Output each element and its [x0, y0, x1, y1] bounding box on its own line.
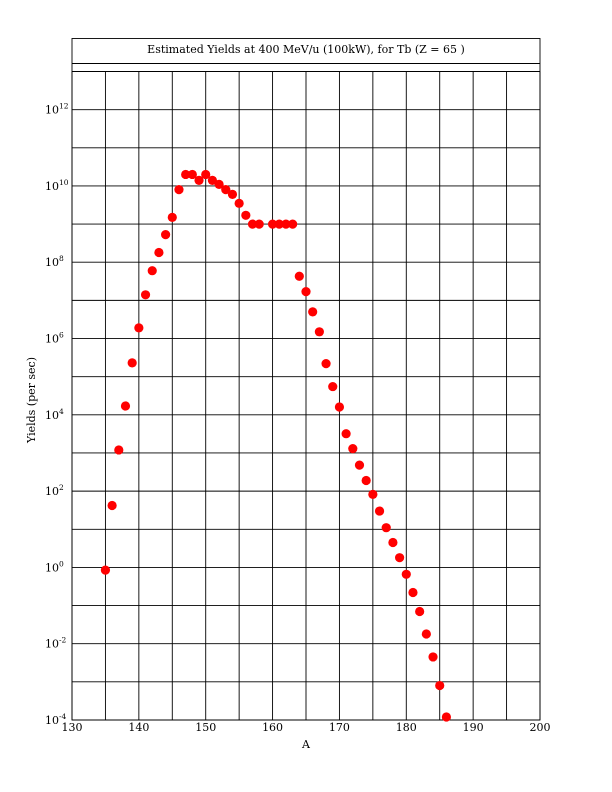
- data-point: [281, 219, 291, 229]
- data-point: [274, 219, 284, 229]
- data-point: [381, 523, 391, 533]
- x-tick-label: 150: [195, 721, 216, 734]
- data-point: [221, 185, 231, 195]
- y-tick-label: 102: [45, 483, 64, 498]
- data-point: [161, 230, 171, 240]
- data-point: [421, 629, 431, 639]
- grid-lines: [71, 71, 541, 721]
- data-point: [288, 219, 298, 229]
- data-point: [314, 327, 324, 337]
- data-point: [294, 271, 304, 281]
- data-point: [441, 712, 451, 722]
- data-point: [247, 219, 258, 229]
- y-tick-label: 104: [45, 407, 64, 422]
- y-tick-label: 1012: [45, 102, 69, 117]
- data-point: [328, 381, 338, 392]
- data-point: [234, 198, 244, 208]
- data-point: [174, 185, 184, 195]
- data-point: [267, 219, 278, 229]
- data-point: [341, 429, 351, 439]
- data-point: [181, 169, 191, 180]
- data-point: [348, 444, 358, 454]
- data-point: [388, 537, 398, 548]
- data-point: [374, 506, 385, 516]
- data-point: [401, 569, 411, 579]
- data-point: [408, 587, 418, 598]
- data-point: [301, 286, 311, 297]
- y-tick-label: 108: [45, 254, 64, 269]
- y-tick-label: 10-4: [45, 712, 67, 727]
- x-tick-label: 190: [463, 721, 484, 734]
- data-point: [107, 500, 117, 511]
- x-tick-label: 200: [530, 721, 551, 734]
- y-tick-label: 1010: [45, 178, 69, 193]
- data-point: [140, 290, 151, 300]
- x-tick-label: 170: [329, 721, 350, 734]
- y-tick-labels: 10-4 10-2 100 102 104 106 108 1010 1012: [45, 102, 69, 727]
- data-point: [207, 175, 217, 185]
- data-point: [214, 179, 224, 189]
- data-point: [308, 307, 318, 317]
- data-point: [428, 652, 438, 662]
- x-tick-label: 140: [128, 721, 149, 734]
- x-tick-label: 180: [396, 721, 417, 734]
- data-point: [361, 475, 371, 486]
- chart-title: Estimated Yields at 400 MeV/u (100kW), f…: [147, 43, 465, 56]
- data-point: [334, 402, 345, 412]
- y-tick-label: 10-2: [45, 636, 67, 651]
- data-point: [134, 323, 144, 333]
- data-point: [167, 212, 177, 222]
- data-points: [100, 169, 451, 722]
- data-point: [187, 169, 197, 180]
- data-point: [241, 210, 251, 220]
- data-point: [100, 565, 111, 575]
- data-point: [354, 460, 365, 470]
- data-point: [127, 358, 137, 368]
- data-point: [201, 169, 211, 180]
- data-point: [147, 266, 157, 276]
- y-tick-label: 100: [45, 559, 64, 574]
- y-axis-label: Yields (per sec): [25, 357, 38, 444]
- data-point: [227, 189, 238, 200]
- data-point: [368, 489, 378, 500]
- data-point: [415, 606, 425, 617]
- data-point: [435, 680, 445, 691]
- data-point: [395, 553, 405, 563]
- data-point: [114, 445, 124, 455]
- data-point: [321, 359, 331, 369]
- x-axis-label: A: [301, 738, 311, 751]
- data-point: [120, 401, 131, 411]
- x-tick-label: 130: [62, 721, 83, 734]
- x-tick-labels: 130 140 150 160 170 180 190 200: [62, 721, 551, 734]
- y-tick-label: 106: [45, 331, 64, 346]
- data-point: [254, 219, 264, 229]
- x-tick-label: 160: [262, 721, 283, 734]
- data-point: [194, 175, 204, 185]
- data-point: [154, 247, 164, 258]
- plot-frame: [71, 38, 541, 721]
